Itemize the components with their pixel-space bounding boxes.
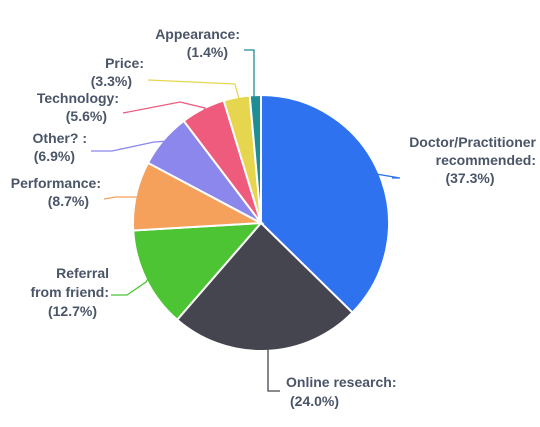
slice-name-label: recommended: — [436, 152, 536, 168]
pie-slice — [248, 93, 262, 224]
leader-line — [244, 49, 256, 100]
pie-slice — [260, 93, 390, 314]
pie-slice — [175, 221, 354, 352]
slice-value-label: (8.7%) — [48, 193, 89, 209]
leader-line — [122, 101, 206, 114]
leader-lines — [91, 49, 401, 392]
slice-value-label: (1.4%) — [187, 44, 228, 60]
slice-name-label: Price: — [105, 55, 144, 71]
slice-value-label: (3.3%) — [91, 73, 132, 89]
slice-label: Other? : (6.9%) — [33, 130, 87, 164]
slice-label: Price: (3.3%) — [91, 55, 144, 89]
slice-label: Online research: (24.0%) — [286, 374, 397, 409]
leader-line — [377, 173, 401, 179]
pie-slices — [132, 93, 390, 352]
slice-value-label: (37.3%) — [445, 170, 494, 186]
slice-value-label: (5.6%) — [66, 108, 107, 124]
leader-line — [103, 196, 139, 200]
slice-label: Technology: (5.6%) — [37, 90, 119, 124]
slice-name-label: Doctor/Practitioner — [409, 134, 536, 150]
slice-name-label: Technology: — [37, 90, 119, 106]
slice-label: Performance: (8.7%) — [11, 175, 101, 209]
slice-name-label: from friend: — [30, 284, 109, 300]
slice-label: Appearance: (1.4%) — [155, 26, 240, 60]
slice-label: Referral from friend: (12.7%) — [30, 265, 109, 319]
slice-name-label: Other? : — [33, 130, 87, 146]
slice-name-label: Online research: — [286, 374, 397, 390]
pie-slice — [132, 221, 264, 322]
leader-line — [111, 278, 149, 296]
slice-value-label: (24.0%) — [290, 393, 339, 409]
slice-value-label: (12.7%) — [48, 303, 97, 319]
slice-label: Doctor/Practitioner recommended: (37.3%) — [409, 134, 536, 186]
slice-name-label: Performance: — [11, 175, 101, 191]
slice-labels: Doctor/Practitioner recommended: (37.3%) On… — [11, 26, 537, 409]
leader-line — [147, 79, 240, 100]
slice-name-label: Referral — [56, 265, 109, 281]
leader-line — [91, 140, 166, 152]
slice-name-label: Appearance: — [155, 26, 240, 42]
leader-line — [265, 346, 280, 392]
slice-value-label: (6.9%) — [34, 148, 75, 164]
